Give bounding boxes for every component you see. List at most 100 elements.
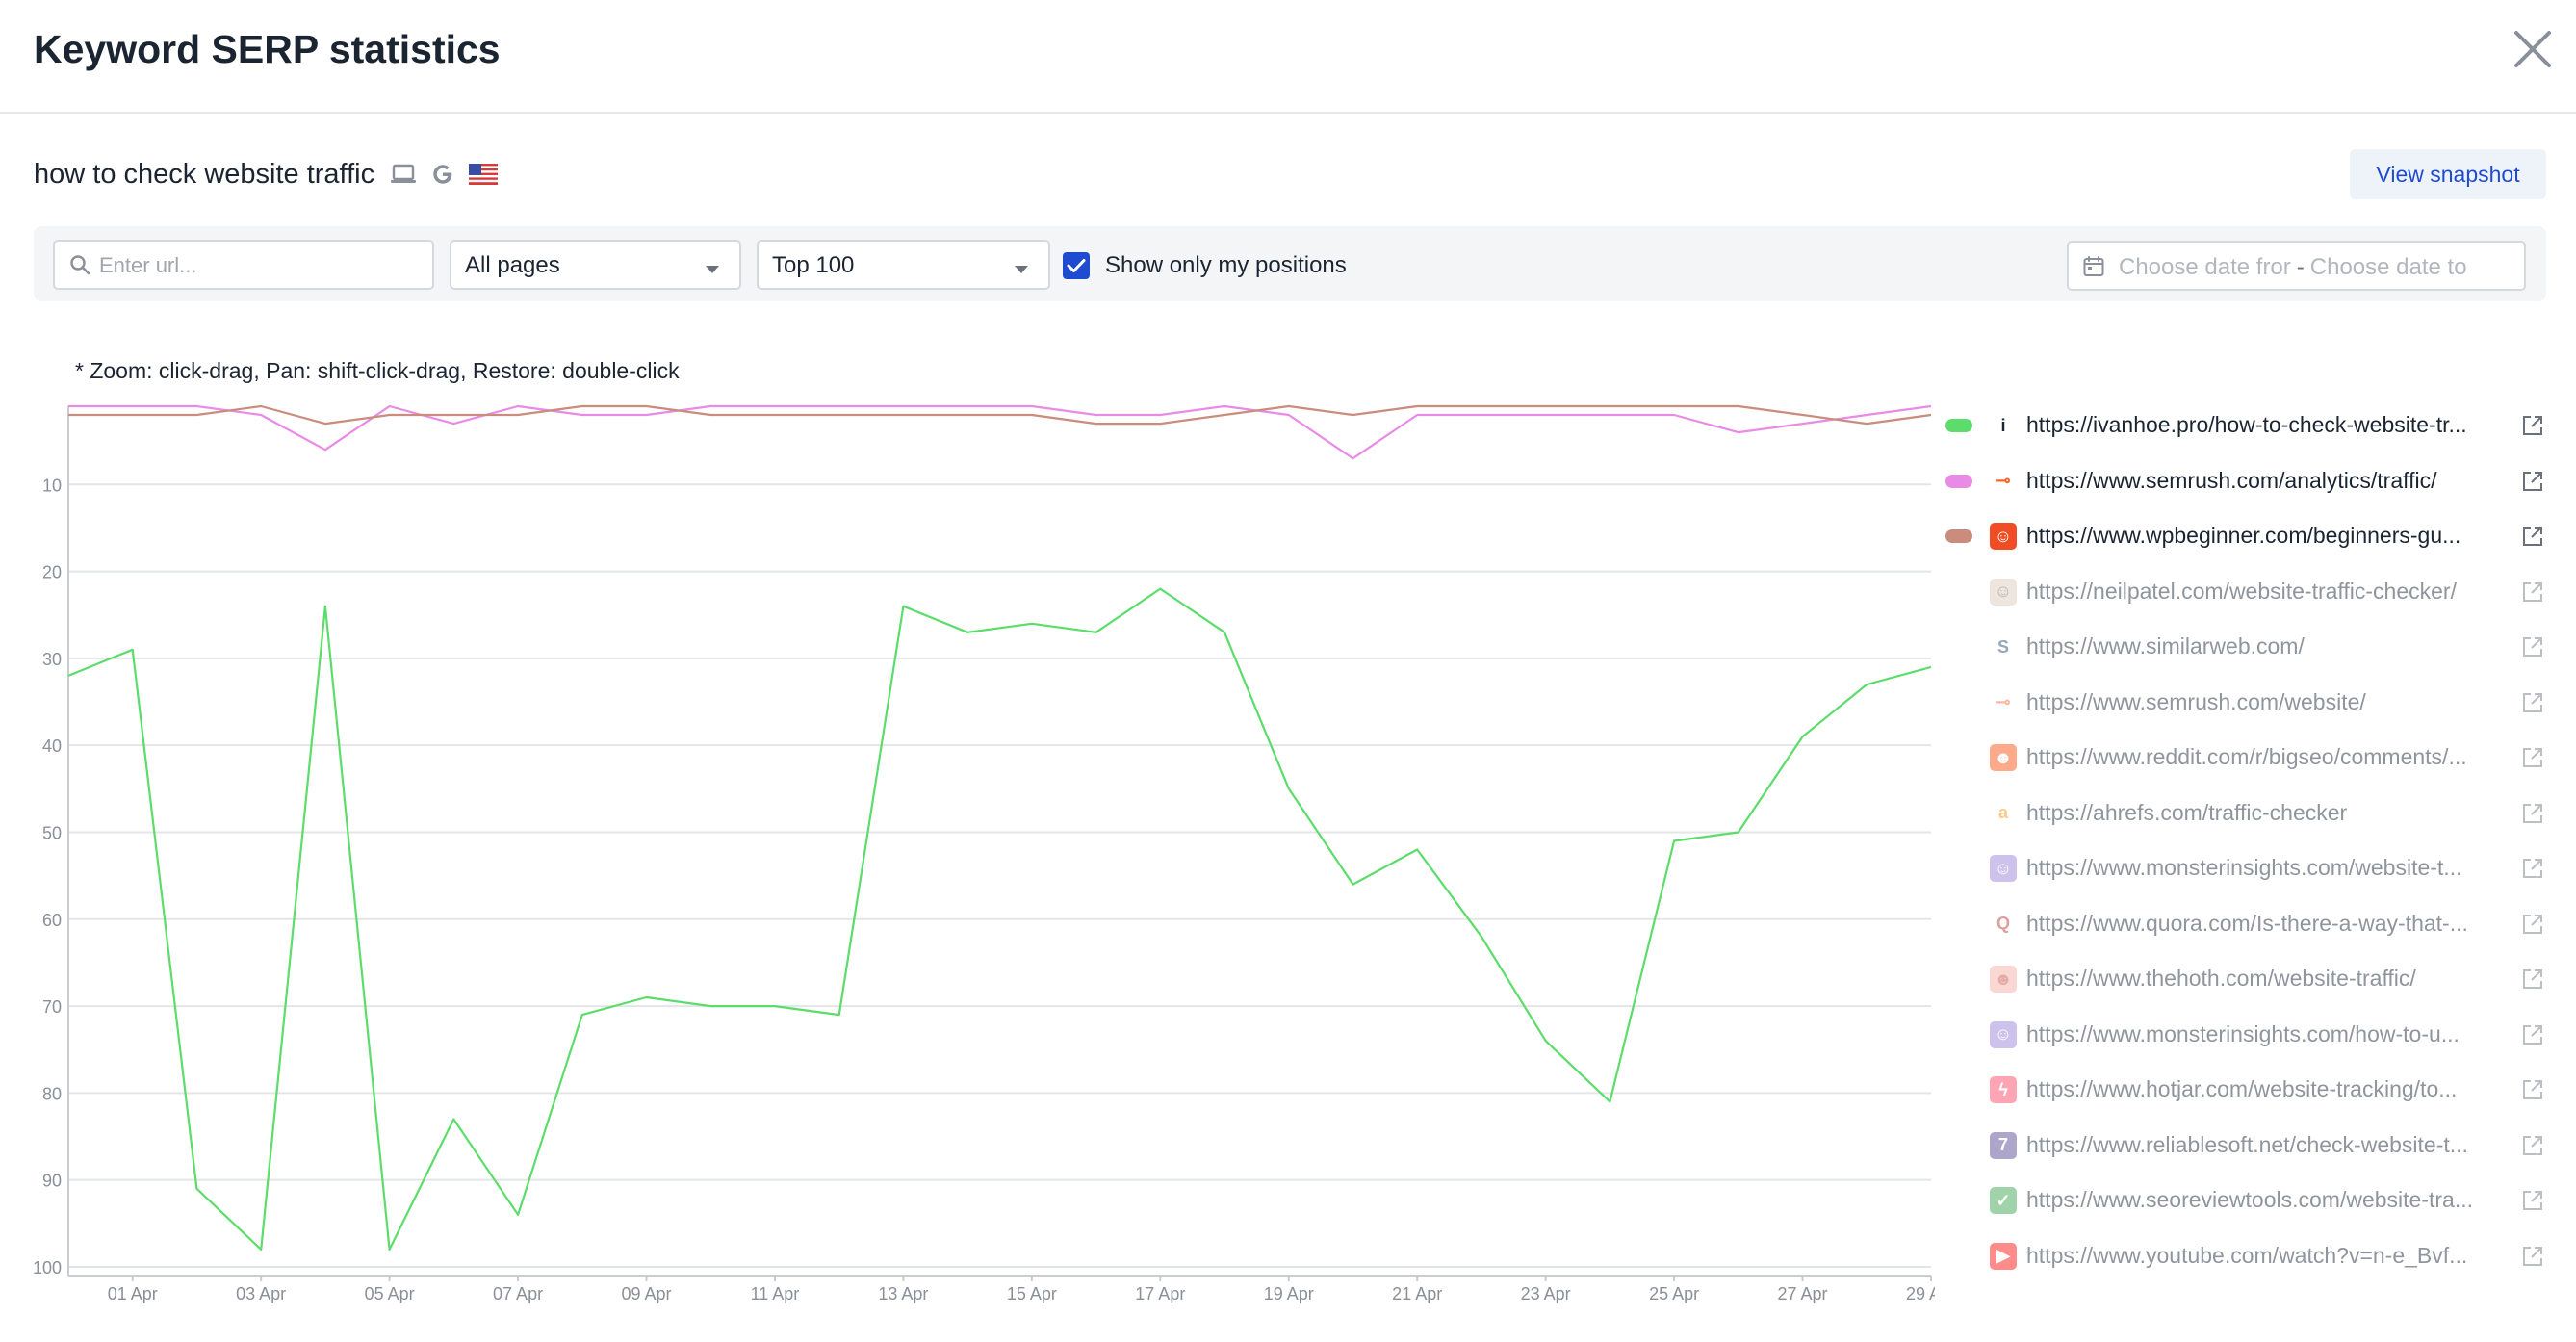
keyword-text: how to check website traffic	[34, 158, 375, 190]
legend-url[interactable]: https://www.wpbeginner.com/beginners-gu.…	[2026, 523, 2461, 548]
semrush-icon: ⊸	[1990, 467, 2017, 495]
series-line-3	[68, 404, 1932, 426]
legend-item[interactable]: ⊸ https://www.semrush.com/analytics/traff…	[1939, 460, 2545, 503]
show-my-positions-toggle[interactable]: Show only my positions	[1063, 251, 1347, 280]
legend-item[interactable]: ☺ https://www.wpbeginner.com/beginners-gu…	[1939, 515, 2545, 557]
reddit-icon: ☻	[1990, 744, 2017, 771]
x-tick-label: 11 Apr	[751, 1284, 800, 1303]
x-tick-label: 05 Apr	[365, 1284, 415, 1303]
zoom-hint: * Zoom: click-drag, Pan: shift-click-dra…	[75, 358, 680, 383]
external-link-icon[interactable]	[2521, 1078, 2544, 1106]
legend-url[interactable]: https://www.seoreviewtools.com/website-t…	[2026, 1187, 2473, 1212]
y-tick-label: 70	[42, 997, 62, 1017]
date-range-picker[interactable]: Choose date fror - Choose date to	[2067, 241, 2526, 291]
url-search-field[interactable]	[53, 240, 434, 290]
x-tick-label: 01 Apr	[108, 1284, 158, 1303]
google-icon	[430, 162, 455, 187]
external-link-icon[interactable]	[2521, 414, 2544, 442]
legend-item[interactable]: 7 https://www.reliablesoft.net/check-webs…	[1939, 1124, 2545, 1167]
legend-url[interactable]: https://ivanhoe.pro/how-to-check-website…	[2026, 412, 2467, 437]
legend-url[interactable]: https://www.semrush.com/analytics/traffi…	[2026, 467, 2437, 493]
external-link-icon[interactable]	[2521, 1189, 2544, 1217]
external-link-icon[interactable]	[2521, 746, 2544, 774]
external-link-icon[interactable]	[2521, 635, 2544, 663]
legend-url[interactable]: https://ahrefs.com/traffic-checker	[2026, 799, 2348, 825]
legend-item[interactable]: ϟ https://www.hotjar.com/website-tracking…	[1939, 1069, 2545, 1111]
legend-color-swatch[interactable]	[1945, 529, 1972, 543]
external-link-icon[interactable]	[2521, 1023, 2544, 1051]
y-tick-label: 20	[42, 563, 62, 582]
external-link-icon[interactable]	[2521, 1134, 2544, 1162]
legend-url[interactable]: https://www.similarweb.com/	[2026, 633, 2305, 658]
legend-item[interactable]: ☻ https://www.reddit.com/r/bigseo/comment…	[1939, 736, 2545, 779]
similarweb-icon: S	[1990, 633, 2017, 660]
legend-item[interactable]: ▶ https://www.youtube.com/watch?v=n-e_Bvf…	[1939, 1235, 2545, 1277]
external-link-icon[interactable]	[2521, 525, 2544, 553]
y-tick-label: 80	[42, 1084, 62, 1103]
url-input[interactable]	[99, 249, 417, 282]
x-tick-label: 23 Apr	[1521, 1284, 1571, 1303]
legend-url[interactable]: https://www.thehoth.com/website-traffic/	[2026, 966, 2416, 991]
x-tick-label: 27 Apr	[1778, 1284, 1828, 1303]
legend-url[interactable]: https://www.monsterinsights.com/how-to-u…	[2026, 1020, 2460, 1046]
legend-url[interactable]: https://www.semrush.com/website/	[2026, 688, 2366, 714]
legend-item[interactable]: ☺ https://neilpatel.com/website-traffic-c…	[1939, 571, 2545, 613]
legend-item[interactable]: i https://ivanhoe.pro/how-to-check-websit…	[1939, 404, 2545, 447]
legend-url[interactable]: https://www.reliablesoft.net/check-websi…	[2026, 1131, 2468, 1157]
external-link-icon[interactable]	[2521, 581, 2544, 608]
view-snapshot-button[interactable]: View snapshot	[2350, 149, 2546, 199]
x-tick-label: 25 Apr	[1649, 1284, 1699, 1303]
serp-position-chart[interactable]: 10 20 30 40 50 60 70 80 90 100 01 Apr 03 Apr 05 Apr 0…	[0, 385, 1935, 1309]
legend-url[interactable]: https://www.youtube.com/watch?v=n-e_Bvf.…	[2026, 1242, 2468, 1268]
external-link-icon[interactable]	[2521, 1245, 2544, 1273]
x-tick-label: 03 Apr	[236, 1284, 286, 1303]
top-positions-select[interactable]: Top 100	[757, 240, 1050, 290]
legend-url[interactable]: https://www.hotjar.com/website-tracking/…	[2026, 1076, 2458, 1101]
series-line-1	[67, 587, 1932, 1252]
x-tick-label: 13 Apr	[878, 1284, 928, 1303]
x-tick-label: 29 Apr	[1906, 1284, 1935, 1303]
pages-select[interactable]: All pages	[450, 240, 741, 290]
legend-url[interactable]: https://www.quora.com/Is-there-a-way-tha…	[2026, 910, 2468, 936]
y-tick-label: 60	[42, 911, 62, 930]
external-link-icon[interactable]	[2521, 857, 2544, 885]
legend-item[interactable]: a https://ahrefs.com/traffic-checker	[1939, 792, 2545, 835]
quora-icon: Q	[1990, 910, 2017, 938]
legend-item[interactable]: ☺ https://www.monsterinsights.com/how-to-…	[1939, 1014, 2545, 1056]
external-link-icon[interactable]	[2521, 913, 2544, 941]
external-link-icon[interactable]	[2521, 691, 2544, 719]
x-tick-label: 15 Apr	[1007, 1284, 1057, 1303]
legend-url[interactable]: https://neilpatel.com/website-traffic-ch…	[2026, 578, 2457, 604]
x-tick-label: 17 Apr	[1135, 1284, 1185, 1303]
legend-item[interactable]: ⊸ https://www.semrush.com/website/	[1939, 682, 2545, 724]
modal-header: Keyword SERP statistics	[0, 0, 2576, 114]
legend-color-swatch[interactable]	[1945, 419, 1972, 432]
semrush-icon: ⊸	[1990, 688, 2017, 716]
x-tick-label: 07 Apr	[493, 1284, 543, 1303]
y-tick-label: 40	[42, 736, 62, 756]
modal-title: Keyword SERP statistics	[34, 27, 501, 71]
legend-url[interactable]: https://www.monsterinsights.com/website-…	[2026, 855, 2462, 880]
date-from-input[interactable]: Choose date fror	[2119, 254, 2291, 280]
external-link-icon[interactable]	[2521, 470, 2544, 498]
legend-item[interactable]: ☻ https://www.thehoth.com/website-traffic…	[1939, 958, 2545, 1000]
external-link-icon[interactable]	[2521, 802, 2544, 830]
show-my-positions-label: Show only my positions	[1105, 252, 1347, 278]
show-my-positions-checkbox[interactable]	[1063, 252, 1090, 279]
youtube-icon: ▶	[1990, 1242, 2017, 1270]
legend-item[interactable]: ☺ https://www.monsterinsights.com/website…	[1939, 847, 2545, 890]
close-icon[interactable]	[2511, 27, 2555, 71]
legend-color-swatch[interactable]	[1945, 474, 1972, 488]
date-to-input[interactable]: Choose date to	[2309, 254, 2467, 280]
pages-select-value: All pages	[465, 252, 560, 278]
external-link-icon[interactable]	[2521, 968, 2544, 995]
monsterinsights-icon: ☺	[1990, 855, 2017, 882]
legend-url[interactable]: https://www.reddit.com/r/bigseo/comments…	[2026, 744, 2467, 769]
thehoth-icon: ☻	[1990, 966, 2017, 993]
x-tick-label: 19 Apr	[1264, 1284, 1314, 1303]
legend-item[interactable]: ✓ https://www.seoreviewtools.com/website-…	[1939, 1179, 2545, 1222]
y-tick-label: 50	[42, 823, 62, 842]
neilpatel-icon: ☺	[1990, 578, 2017, 606]
